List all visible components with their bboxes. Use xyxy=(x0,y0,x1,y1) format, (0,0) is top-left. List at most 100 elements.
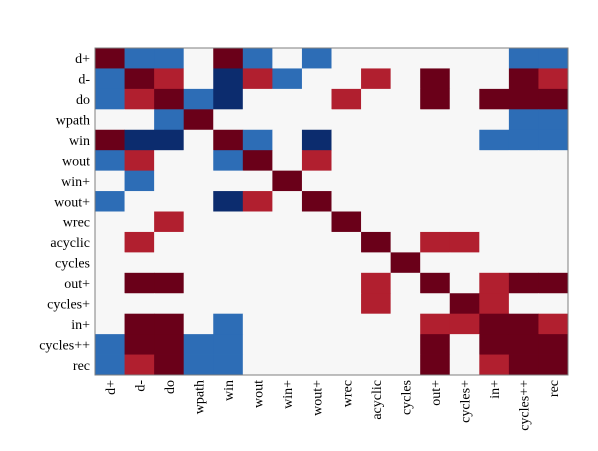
heatmap-cell xyxy=(508,211,539,233)
heatmap-cell xyxy=(331,334,362,355)
heatmap-cell xyxy=(272,150,303,172)
heatmap-cell xyxy=(449,354,480,376)
x-tick-label: win+ xyxy=(281,380,296,409)
heatmap-cell xyxy=(508,272,539,294)
heatmap-cell xyxy=(508,354,539,376)
heatmap-cell xyxy=(242,150,273,172)
heatmap-cell xyxy=(272,231,303,253)
heatmap-cell xyxy=(95,88,125,110)
heatmap-cell xyxy=(95,48,125,69)
heatmap-cell xyxy=(95,272,125,294)
heatmap-cell xyxy=(361,109,392,131)
heatmap-cell xyxy=(538,231,569,253)
heatmap-cell xyxy=(95,150,125,172)
heatmap-cell xyxy=(508,293,539,315)
heatmap-cell xyxy=(301,191,332,212)
heatmap-cell xyxy=(361,48,392,69)
heatmap-cell xyxy=(420,354,451,376)
heatmap-cell xyxy=(301,211,332,233)
heatmap-cell xyxy=(124,354,155,376)
x-tick-label: wout xyxy=(252,380,267,408)
heatmap-cell xyxy=(95,109,125,131)
heatmap-cell xyxy=(272,129,303,151)
heatmap-cell xyxy=(331,293,362,315)
x-tick-label: out+ xyxy=(429,380,444,406)
heatmap-cell xyxy=(449,313,480,335)
y-tick-label: rec xyxy=(73,359,90,374)
heatmap-cell xyxy=(449,170,480,192)
heatmap-cell xyxy=(272,68,303,90)
heatmap-cell xyxy=(538,88,569,110)
heatmap-cell xyxy=(95,313,125,335)
heatmap-cell xyxy=(538,170,569,192)
heatmap-cell xyxy=(124,231,155,253)
heatmap-cell xyxy=(420,191,451,212)
y-tick-label: in+ xyxy=(71,318,90,333)
heatmap-cell xyxy=(508,48,539,69)
heatmap-cell xyxy=(420,252,451,274)
heatmap-cell xyxy=(154,252,185,274)
heatmap-cell xyxy=(242,231,273,253)
heatmap-cell xyxy=(183,109,214,131)
heatmap-cell xyxy=(213,191,244,212)
heatmap-cell xyxy=(390,231,421,253)
heatmap-cell xyxy=(301,252,332,274)
heatmap-cell xyxy=(479,334,510,355)
x-tick-label: rec xyxy=(547,380,562,397)
heatmap-cell xyxy=(361,129,392,151)
heatmap-cell xyxy=(124,88,155,110)
heatmap-cell xyxy=(183,150,214,172)
heatmap-cell xyxy=(361,88,392,110)
heatmap-cell xyxy=(242,191,273,212)
heatmap-cell xyxy=(479,150,510,172)
y-axis-tick-labels: d+ d-do wpath win wout win+ wout+ wrec acyclic cy… xyxy=(39,52,90,374)
heatmap-cell xyxy=(361,191,392,212)
y-tick-label: cycles+ xyxy=(47,297,90,312)
heatmap-cell xyxy=(361,170,392,192)
heatmap-cell xyxy=(213,88,244,110)
heatmap-cell xyxy=(420,272,451,294)
heatmap-cell xyxy=(538,129,569,151)
heatmap-cell xyxy=(479,272,510,294)
heatmap-cell xyxy=(272,88,303,110)
y-tick-label: d+ xyxy=(75,52,90,67)
heatmap-cell xyxy=(538,252,569,274)
heatmap-cell xyxy=(420,88,451,110)
heatmap-cell xyxy=(301,68,332,90)
heatmap-cell xyxy=(390,272,421,294)
heatmap-cell xyxy=(479,191,510,212)
heatmap-cell xyxy=(242,109,273,131)
heatmap-cell xyxy=(213,293,244,315)
heatmap-cell xyxy=(538,313,569,335)
heatmap-cell xyxy=(213,150,244,172)
heatmap-cell xyxy=(154,354,185,376)
heatmap-cell xyxy=(124,252,155,274)
heatmap-cell xyxy=(390,88,421,110)
heatmap-cell xyxy=(449,48,480,69)
heatmap-cell xyxy=(213,68,244,90)
heatmap-cell xyxy=(272,293,303,315)
heatmap-cell xyxy=(538,354,569,376)
heatmap-cell xyxy=(301,150,332,172)
y-tick-label: wout+ xyxy=(54,195,90,210)
y-tick-label: acyclic xyxy=(50,236,90,251)
heatmap-cell xyxy=(272,211,303,233)
heatmap-cell xyxy=(390,48,421,69)
heatmap-cell xyxy=(301,354,332,376)
heatmap-cell xyxy=(538,334,569,355)
heatmap-cell xyxy=(124,191,155,212)
heatmap-cell xyxy=(331,88,362,110)
heatmap-cell xyxy=(95,354,125,376)
heatmap-cell xyxy=(183,211,214,233)
heatmap-cell xyxy=(390,109,421,131)
heatmap-cell xyxy=(331,211,362,233)
heatmap-cell xyxy=(449,68,480,90)
heatmap-cell xyxy=(272,191,303,212)
heatmap-cell xyxy=(361,68,392,90)
y-tick-label: cycles xyxy=(55,257,90,272)
heatmap-cell xyxy=(508,88,539,110)
heatmap-cell xyxy=(331,150,362,172)
heatmap-cell xyxy=(183,48,214,69)
heatmap-cell xyxy=(390,150,421,172)
